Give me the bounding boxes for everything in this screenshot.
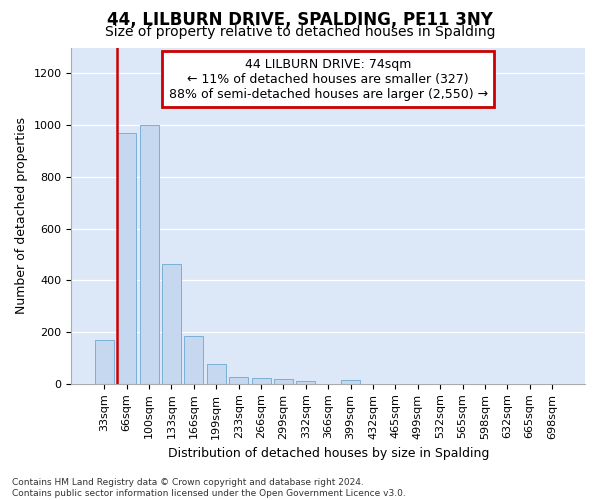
Bar [117, 133, 136, 384]
Bar [162, 264, 181, 384]
Bar [274, 378, 293, 384]
Text: 44, LILBURN DRIVE, SPALDING, PE11 3NY: 44, LILBURN DRIVE, SPALDING, PE11 3NY [107, 11, 493, 29]
Text: Size of property relative to detached houses in Spalding: Size of property relative to detached ho… [105, 25, 495, 39]
Bar [341, 380, 360, 384]
Bar [296, 380, 316, 384]
Bar [251, 378, 271, 384]
Bar [95, 340, 114, 384]
Text: 44 LILBURN DRIVE: 74sqm
← 11% of detached houses are smaller (327)
88% of semi-d: 44 LILBURN DRIVE: 74sqm ← 11% of detache… [169, 58, 488, 100]
Bar [229, 376, 248, 384]
Bar [184, 336, 203, 384]
Text: Contains HM Land Registry data © Crown copyright and database right 2024.
Contai: Contains HM Land Registry data © Crown c… [12, 478, 406, 498]
Y-axis label: Number of detached properties: Number of detached properties [15, 117, 28, 314]
Bar [207, 364, 226, 384]
X-axis label: Distribution of detached houses by size in Spalding: Distribution of detached houses by size … [167, 447, 489, 460]
Bar [140, 125, 158, 384]
